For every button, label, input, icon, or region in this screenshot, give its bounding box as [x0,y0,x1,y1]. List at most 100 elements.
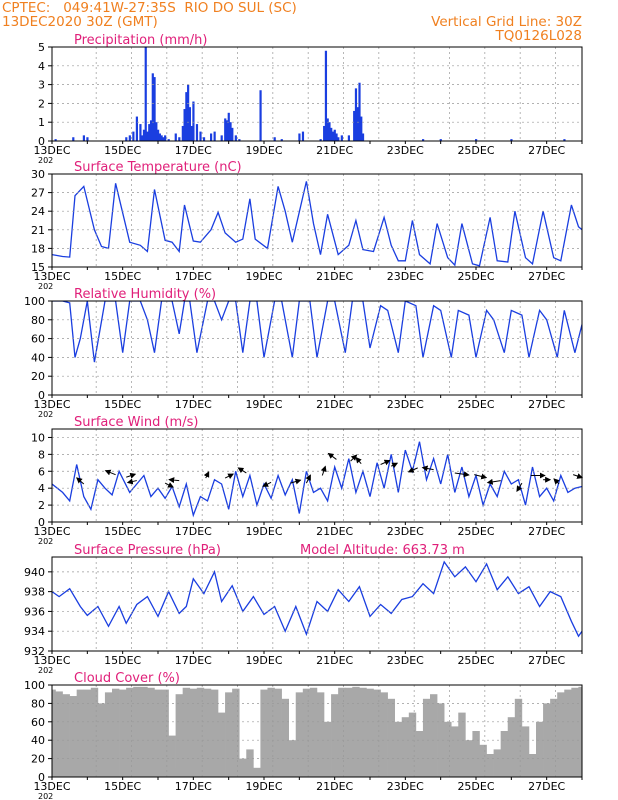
precip-bar [125,137,128,141]
x-tick-label: 13DEC [33,780,70,793]
x-tick-label: 17DEC [175,270,212,283]
series-line-pressure [52,560,582,638]
cloud-bar [500,731,509,777]
x-tick-label: 21DEC [316,398,353,411]
cloud-bar [401,717,410,777]
precip-bar [333,129,336,141]
y-tick-label: 100 [24,295,45,308]
x-tick-label: 27DEC [528,780,565,793]
wind-arrow [262,481,272,487]
x-tick-label: 21DEC [316,654,353,667]
y-tick-label: 4 [38,482,45,495]
precip-bar [361,133,365,141]
cloud-bar [90,687,99,777]
cloud-bar [352,686,360,777]
x-tick-label: 17DEC [175,525,212,538]
cloud-bar [437,703,445,777]
cloud-bar [521,726,530,777]
wind-arrow [516,482,523,492]
wind-arrow [237,467,247,474]
cloud-bar [175,694,183,777]
cloud-bar [458,712,466,777]
wind-arrow [390,462,399,469]
cloud-bar [83,689,92,777]
precip-bar [167,139,170,141]
precip-bar [181,125,184,141]
precip-bar [298,133,301,141]
wind-arrow [305,474,311,484]
precip-bar [319,139,322,141]
cloud-bar [69,696,77,777]
series-pressure [52,560,582,638]
x-tick-label: 13DEC [33,654,70,667]
cloud-bar [493,749,501,777]
precip-bar [220,135,223,141]
y-tick-label: 0 [38,771,45,784]
precip-bar [280,139,283,141]
x-tick-label: 27DEC [528,654,565,667]
cloud-bar [154,689,162,777]
y-tick-label: 60 [31,333,45,346]
x-tick-label: 13DEC [33,270,70,283]
x-tick-label: 25DEC [457,144,494,157]
cloud-bar [267,687,275,777]
cloud-bar [557,692,565,777]
cloud-bar [161,689,169,777]
cloud-bar [345,687,353,777]
panel-temp: Surface Temperature (nC) 15 18 21 24 27 30 13DE… [31,160,583,291]
cloud-bar [246,749,254,777]
cloud-bar [168,735,176,777]
x-year-label: 202 [38,282,53,291]
cloud-bar [309,687,318,777]
x-tick-label: 21DEC [316,780,353,793]
x-tick-label: 23DEC [387,270,424,283]
y-tick-label: 27 [31,187,45,200]
x-tick-label: 15DEC [104,144,141,157]
wind-arrow [421,465,434,472]
y-tick-label: 6 [38,465,45,478]
cloud-bar [140,686,148,777]
panel-title-temp: Surface Temperature (nC) [74,160,242,175]
x-tick-label: 21DEC [316,144,353,157]
precip-bar [510,139,513,141]
x-tick-label: 17DEC [175,398,212,411]
precip-bar [155,122,158,141]
cloud-bar [465,740,473,777]
y-tick-label: 40 [31,734,45,747]
cloud-bar [536,721,544,777]
wind-arrow [407,467,418,473]
cloud-bar [112,688,120,777]
cloud-bar [543,703,551,777]
precip-bar [229,122,232,141]
cloud-bar [76,689,85,777]
y-tick-label: 3 [38,79,45,92]
x-tick-label: 15DEC [104,780,141,793]
series-line-wind [52,441,582,518]
x-tick-label: 23DEC [387,654,424,667]
cloud-bar [550,698,558,777]
cloud-bar [331,694,339,777]
x-year-label: 202 [38,410,53,419]
x-tick-label: 27DEC [528,270,565,283]
y-tick-label: 4 [38,60,45,73]
precip-bar [337,137,340,141]
precip-bar [174,133,177,141]
cloud-bar [260,689,268,777]
precip-bar [86,137,89,141]
cloud-bar [62,694,70,777]
cloud-bar [218,712,226,777]
header-datetime: 13DEC2020 30Z (GMT) [2,14,158,30]
x-year-label: 202 [38,792,53,800]
x-tick-label: 13DEC [33,398,70,411]
header-model-id: TQ0126L028 [495,28,582,44]
cloud-bar [578,686,582,777]
x-tick-label: 19DEC [245,525,282,538]
x-tick-label: 17DEC [175,144,212,157]
precip-bar [475,139,478,141]
cloud-bar [239,758,247,777]
cloud-bar [55,691,63,777]
x-tick-label: 25DEC [457,780,494,793]
precip-bar [356,107,359,141]
precip-bar [273,137,276,141]
